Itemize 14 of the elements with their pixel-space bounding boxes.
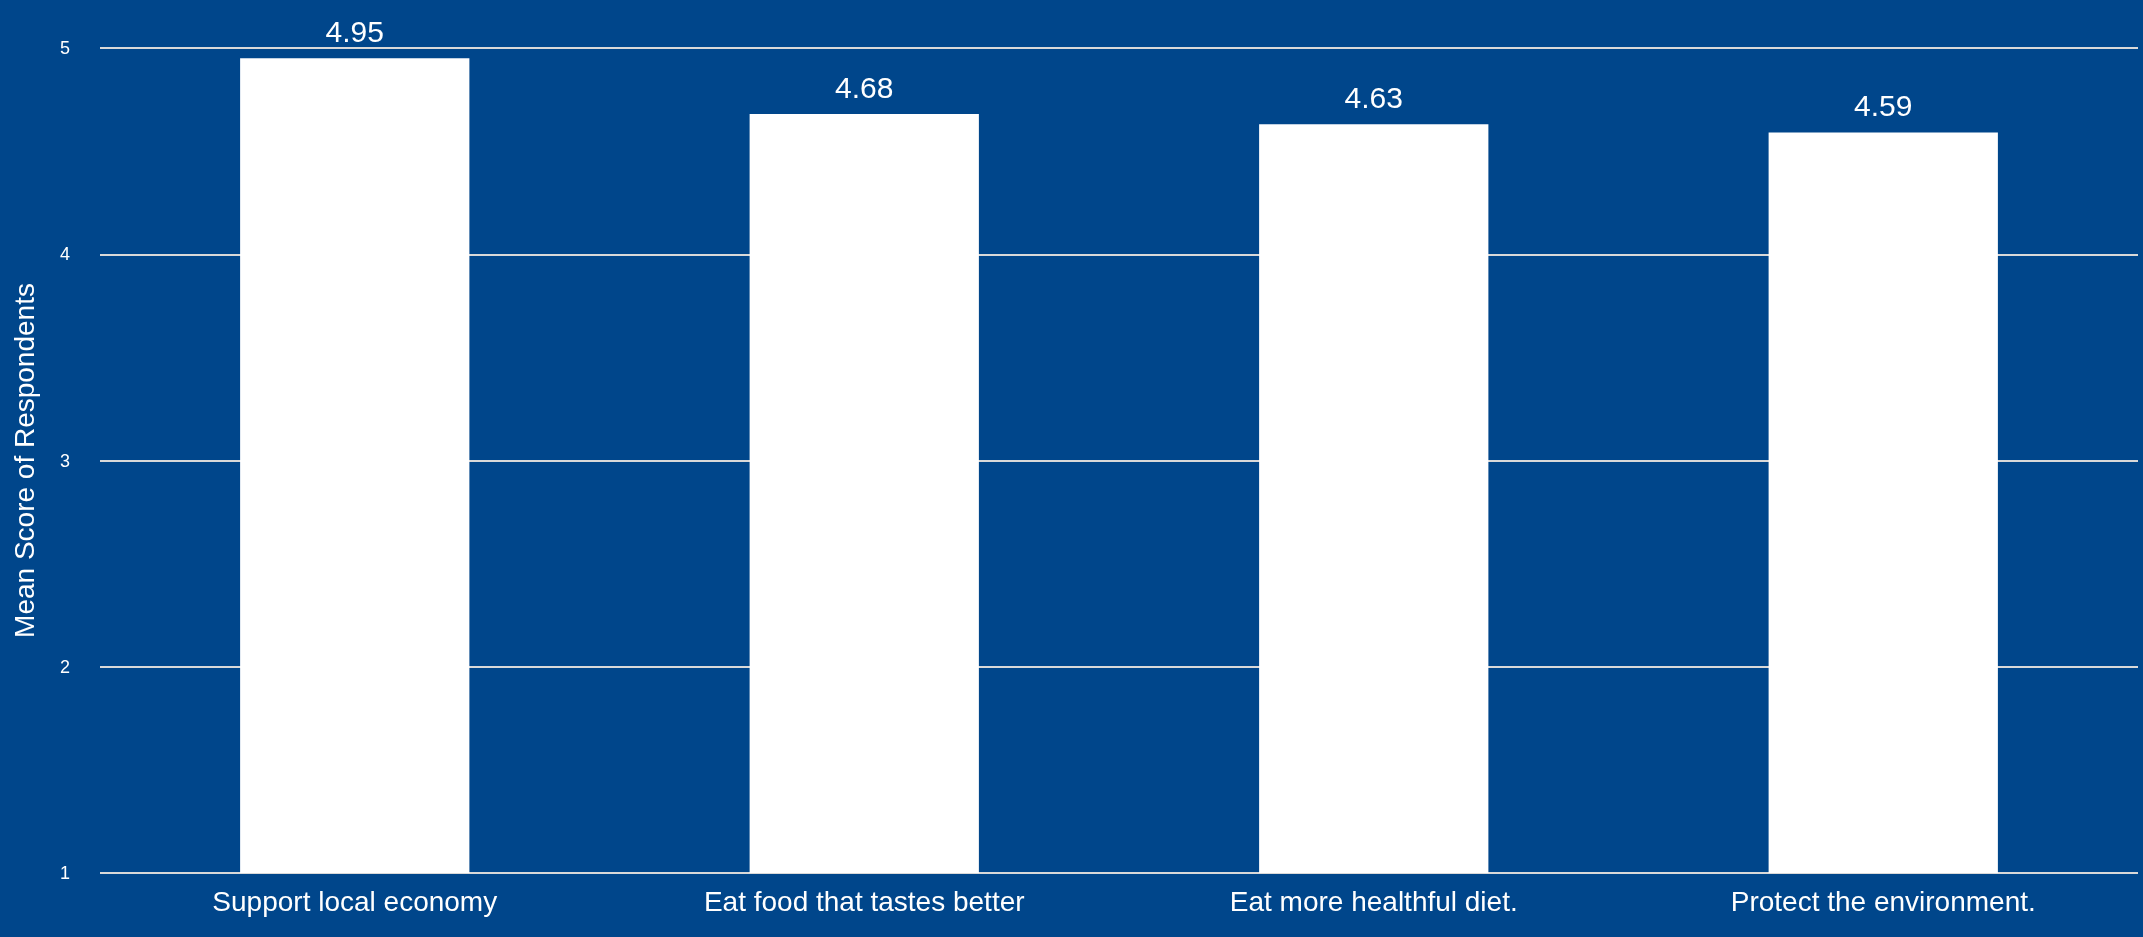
x-tick-label: Eat food that tastes better [703,885,1025,917]
data-label: 4.68 [835,70,894,104]
y-tick-label: 5 [59,38,70,58]
data-label: 4.95 [325,14,384,48]
x-tick-label: Eat more healthful diet. [1229,885,1518,917]
x-tick-label: Protect the environment. [1730,885,2036,917]
x-tick-label: Support local economy [212,885,498,917]
y-tick-label: 1 [59,863,70,883]
y-tick-label: 3 [59,450,70,471]
y-tick-label: 2 [59,656,70,677]
y-axis-title: Mean Score of Respondents [8,283,40,638]
data-label: 4.63 [1344,80,1403,114]
data-label: 4.59 [1854,89,1913,123]
y-tick-label: 4 [59,244,70,265]
